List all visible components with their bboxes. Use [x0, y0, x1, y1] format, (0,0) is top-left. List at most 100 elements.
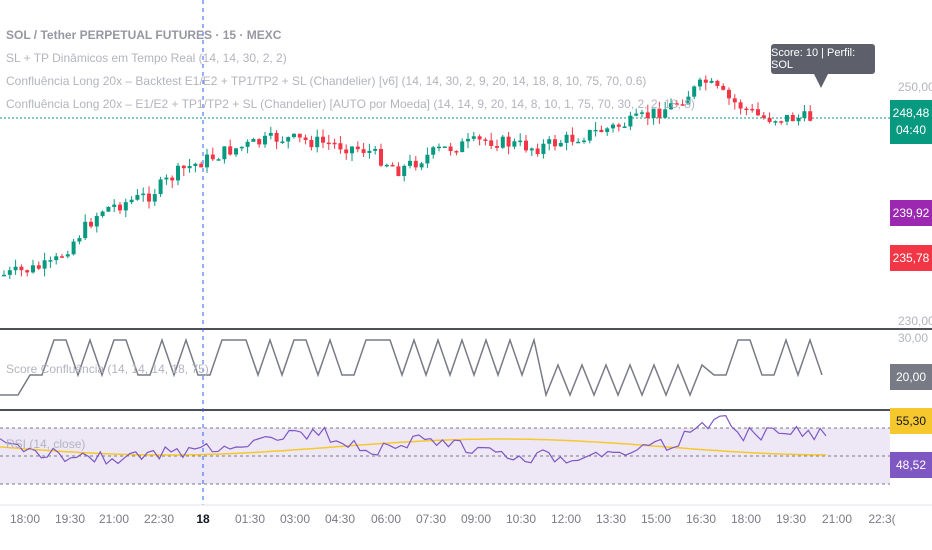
- candle-body: [19, 266, 24, 271]
- candle-body: [31, 265, 35, 273]
- candle-body: [245, 141, 250, 147]
- candle-body: [721, 85, 726, 90]
- candle-body: [106, 206, 111, 212]
- candle-body: [13, 266, 18, 271]
- candle-body: [112, 204, 117, 207]
- candle-body: [576, 141, 581, 144]
- candle-body: [338, 143, 343, 150]
- price-axis-label-250: 250,00: [898, 80, 932, 94]
- candle-body: [616, 124, 621, 127]
- candle-body: [709, 80, 714, 83]
- candle-body: [413, 160, 418, 168]
- score-tooltip: Score: 10 | Perfil: SOL: [771, 44, 875, 74]
- candle-body: [790, 114, 795, 122]
- time-label: 19:30: [775, 512, 807, 526]
- candle-body: [495, 145, 499, 148]
- indicator-legend-sltp[interactable]: SL + TP Dinâmicos em Tempo Real (14, 14,…: [6, 51, 287, 65]
- candle-body: [634, 113, 639, 116]
- candle-body: [147, 193, 151, 202]
- candle-body: [228, 146, 233, 155]
- score-pane-label[interactable]: Score Confluência (14, 14, 14, 18, 75): [6, 362, 209, 376]
- time-label: 18:00: [730, 512, 762, 526]
- candle-body: [663, 109, 668, 118]
- symbol-title[interactable]: SOL / Tether PERPETUAL FUTURES · 15 · ME…: [6, 28, 282, 42]
- time-label: 21:00: [821, 512, 853, 526]
- candle-body: [640, 112, 644, 114]
- candle-body: [564, 134, 569, 143]
- time-label: 21:00: [98, 512, 130, 526]
- candle-body: [234, 148, 238, 155]
- candle-body: [605, 128, 610, 133]
- price-axis-label-230: 230,00: [898, 314, 932, 328]
- indicator-legend-auto[interactable]: Confluência Long 20x – E1/E2 + TP1/TP2 +…: [6, 97, 695, 111]
- candle-body: [7, 270, 12, 275]
- red-level-badge: 235,78: [890, 245, 932, 271]
- candle-body: [460, 141, 465, 153]
- time-label: 01:30: [234, 512, 266, 526]
- candle-body: [123, 202, 128, 211]
- candle-body: [570, 134, 575, 142]
- candle-body: [361, 149, 366, 153]
- candle-body: [251, 139, 256, 142]
- candle-body: [761, 115, 766, 118]
- candle-body: [350, 146, 354, 154]
- rsi-line: [0, 414, 827, 465]
- candle-body: [518, 140, 523, 143]
- candle-body: [744, 108, 749, 111]
- candle-body: [94, 215, 99, 227]
- candle-body: [65, 254, 70, 257]
- candle-body: [2, 274, 6, 277]
- candle-body: [408, 160, 412, 166]
- candle-body: [657, 108, 662, 118]
- time-label: 03:00: [279, 512, 311, 526]
- candle-body: [355, 146, 360, 150]
- candle-body: [593, 129, 598, 132]
- candle-body: [524, 140, 528, 151]
- candle-body: [437, 146, 441, 149]
- time-label: 19:30: [54, 512, 86, 526]
- candle-body: [547, 139, 552, 144]
- candle-body: [263, 135, 267, 145]
- candle-body: [727, 89, 731, 99]
- candle-body: [54, 256, 59, 261]
- candle-body: [419, 163, 424, 168]
- candle-body: [425, 154, 430, 164]
- score-value-badge: 20,00: [890, 364, 932, 390]
- time-label: 07:30: [415, 512, 447, 526]
- candle-body: [77, 238, 82, 242]
- candle-body: [25, 270, 30, 273]
- candle-body: [692, 86, 697, 97]
- candle-body: [344, 149, 349, 154]
- candle-body: [477, 136, 482, 140]
- candle-body: [48, 260, 53, 262]
- candle-body: [541, 143, 546, 155]
- candle-body: [268, 132, 273, 136]
- candle-body: [158, 179, 163, 195]
- candle-body: [512, 141, 517, 147]
- candle-body: [170, 177, 175, 181]
- candle-body: [674, 103, 679, 105]
- candle-body: [297, 133, 302, 138]
- rsi-pane-label[interactable]: RSI (14, close): [6, 437, 86, 451]
- time-label: 15:00: [640, 512, 672, 526]
- candle-body: [698, 79, 702, 87]
- candle-body: [176, 165, 180, 181]
- candle-body: [326, 142, 331, 145]
- candle-body: [60, 256, 64, 258]
- candle-body: [280, 141, 285, 143]
- time-label: 09:00: [460, 512, 492, 526]
- time-label: 22:30: [143, 512, 175, 526]
- time-label: 04:30: [324, 512, 356, 526]
- score-line: [0, 337, 823, 398]
- candle-body: [222, 146, 227, 160]
- candle-body: [239, 146, 244, 149]
- candle-body: [367, 150, 372, 153]
- indicator-legend-backtest[interactable]: Confluência Long 20x – Backtest E1/E2 + …: [6, 74, 647, 88]
- candle-body: [396, 166, 401, 177]
- time-label: 18:00: [9, 512, 41, 526]
- candle-body: [321, 136, 325, 143]
- candle-body: [483, 139, 488, 142]
- candle-body: [257, 139, 262, 145]
- time-label: 13:30: [595, 512, 627, 526]
